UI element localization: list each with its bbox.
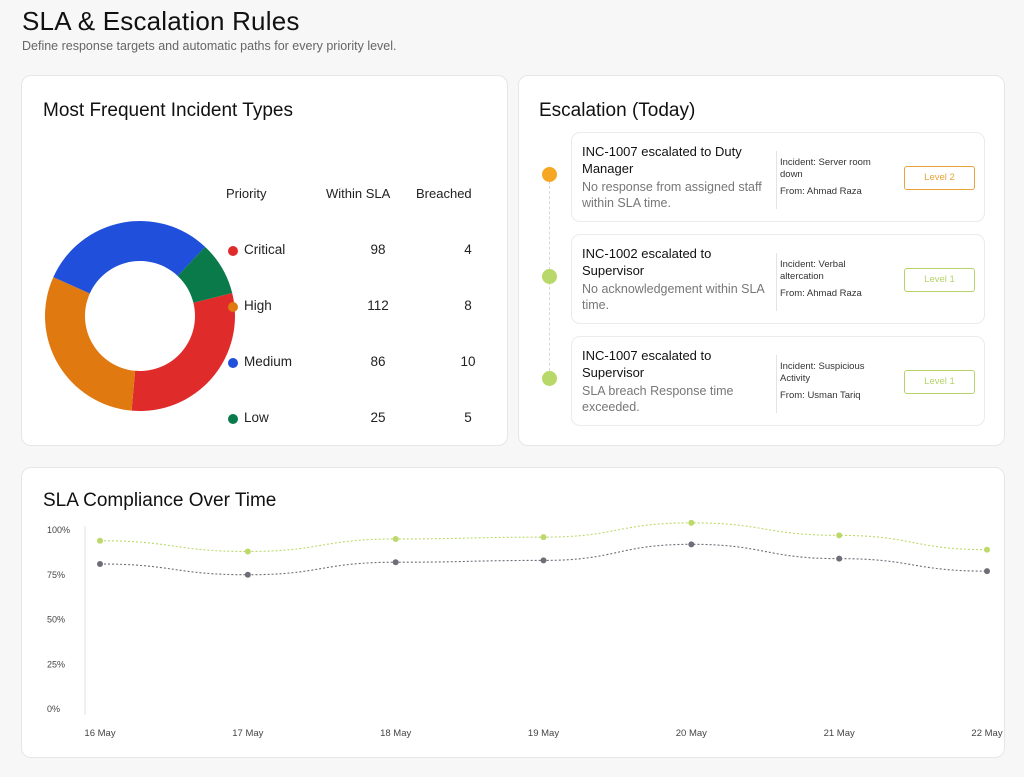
incident-types-card: Most Frequent Incident Types Priority Wi… [21, 75, 508, 446]
compliance-line-chart: 0% 25% 50% 75% 100% 16 May 17 May 18 May 19 May 2… [47, 519, 1003, 739]
escalation-from: From: Ahmad Raza [780, 288, 862, 299]
timeline-dot-icon [542, 269, 557, 284]
divider [776, 253, 777, 311]
timeline-dot-icon [542, 167, 557, 182]
page-title: SLA & Escalation Rules [22, 6, 300, 36]
escalation-description: No acknowledgement within SLA time. [582, 282, 765, 312]
x-tick-label: 18 May [380, 728, 411, 739]
escalation-incident: Incident: Server room down [780, 157, 871, 180]
escalation-card: Escalation (Today) INC-1007 escalated to… [518, 75, 1005, 446]
column-header-priority: Priority [226, 186, 267, 201]
series-point [688, 519, 695, 526]
series-point [392, 559, 399, 566]
breached-value: 4 [464, 242, 472, 257]
y-tick-label: 100% [47, 525, 70, 535]
breached-value: 10 [460, 354, 476, 369]
priority-name: High [244, 298, 272, 313]
compliance-title: SLA Compliance Over Time [43, 490, 277, 511]
breached-value: 8 [464, 298, 472, 313]
incident-row-high: High 112 8 [226, 298, 486, 318]
within-sla-value: 25 [370, 410, 386, 425]
escalation-title: Escalation (Today) [539, 100, 696, 121]
series-point [540, 557, 547, 564]
series-point [97, 561, 103, 568]
breached-value: 5 [464, 410, 472, 425]
escalation-incident: Incident: Suspicious Activity [780, 361, 865, 384]
series-point [836, 555, 843, 562]
x-tick-label: 19 May [528, 728, 559, 739]
priority-name: Critical [244, 242, 286, 257]
priority-dot-icon [228, 358, 238, 368]
priority-dot-icon [228, 246, 238, 256]
series-point [244, 548, 251, 555]
escalation-level-button[interactable]: Level 1 [904, 370, 975, 394]
x-tick-label: 17 May [232, 728, 263, 739]
series-point [97, 537, 103, 544]
priority-name: Medium [244, 354, 293, 369]
donut-slice-low [177, 246, 233, 303]
incident-row-low: Low 25 5 [226, 410, 486, 430]
column-header-breached: Breached [416, 186, 472, 201]
incident-types-title: Most Frequent Incident Types [43, 100, 293, 121]
escalation-description: No response from assigned staff within S… [582, 180, 762, 210]
within-sla-value: 112 [367, 298, 389, 313]
priority-dot-icon [228, 302, 238, 312]
escalation-incident: Incident: Verbal altercation [780, 259, 846, 282]
series-point [836, 532, 843, 539]
series-point [540, 534, 547, 541]
donut-slice-medium [53, 221, 206, 294]
incident-donut-chart [44, 221, 236, 411]
column-header-within-sla: Within SLA [326, 186, 391, 201]
series-point [688, 541, 695, 548]
series-point [984, 568, 990, 575]
donut-slice-critical [131, 293, 236, 411]
incident-row-critical: Critical 98 4 [226, 242, 486, 262]
series-point [984, 546, 990, 553]
series-point [392, 535, 399, 542]
page-subtitle: Define response targets and automatic pa… [22, 39, 397, 53]
escalation-item[interactable]: INC-1007 escalated to Supervisor SLA brea… [571, 336, 985, 426]
x-tick-label: 20 May [676, 728, 707, 739]
x-tick-label: 16 May [84, 728, 115, 739]
timeline-dot-icon [542, 371, 557, 386]
priority-dot-icon [228, 414, 238, 424]
divider [776, 355, 777, 413]
escalation-from: From: Usman Tariq [780, 390, 861, 401]
escalation-item[interactable]: INC-1007 escalated to Duty Manager No res… [571, 132, 985, 222]
within-sla-value: 98 [370, 242, 386, 257]
series-point [244, 571, 251, 578]
escalation-level-button[interactable]: Level 1 [904, 268, 975, 292]
priority-name: Low [244, 410, 269, 425]
within-sla-value: 86 [370, 354, 386, 369]
escalation-from: From: Ahmad Raza [780, 186, 862, 197]
divider [776, 151, 777, 209]
x-tick-label: 21 May [824, 728, 855, 739]
compliance-card: SLA Compliance Over Time 0% 25% 50% 75% 100%… [21, 467, 1005, 758]
y-tick-label: 75% [47, 570, 65, 580]
y-tick-label: 25% [47, 659, 65, 669]
escalation-title-text: INC-1007 escalated to Duty Manager [582, 144, 742, 176]
y-tick-label: 50% [47, 615, 65, 625]
y-tick-label: 0% [47, 704, 60, 714]
incident-row-medium: Medium 86 10 [226, 354, 486, 374]
x-tick-label: 22 May [971, 728, 1002, 739]
escalation-level-button[interactable]: Level 2 [904, 166, 975, 190]
escalation-title-text: INC-1002 escalated to Supervisor [582, 246, 712, 278]
escalation-item[interactable]: INC-1002 escalated to Supervisor No ackno… [571, 234, 985, 324]
escalation-title-text: INC-1007 escalated to Supervisor [582, 348, 712, 380]
donut-slice-high [44, 277, 136, 411]
escalation-description: SLA breach Response time exceeded. [582, 384, 734, 414]
